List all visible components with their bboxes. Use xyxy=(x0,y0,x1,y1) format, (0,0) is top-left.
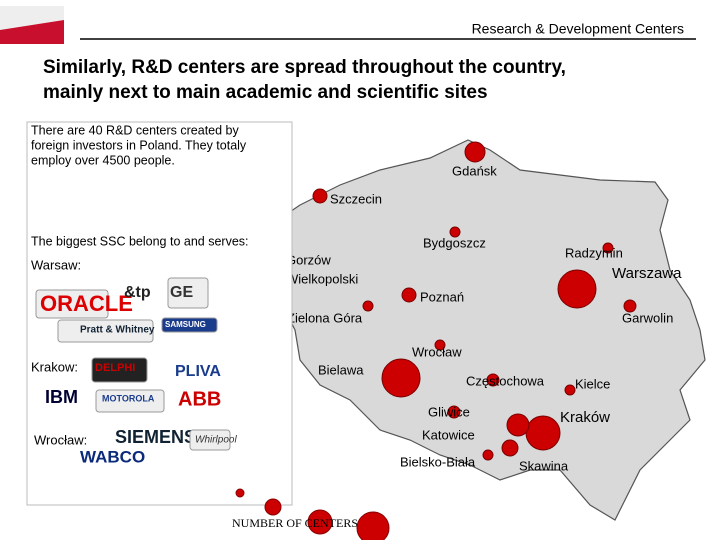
city-bubble xyxy=(602,242,614,254)
city-label: Kielce xyxy=(575,376,610,391)
flag-red xyxy=(0,20,64,44)
city-label: Szczecin xyxy=(330,191,382,206)
logo-box xyxy=(95,389,165,413)
company-logo: Pratt & Whitney xyxy=(80,325,155,336)
company-logo: SIEMENS xyxy=(115,427,196,447)
intro-text: employ over 4500 people. xyxy=(31,153,175,167)
legend-label: NUMBER OF CENTERS xyxy=(232,516,358,530)
company-logo: PLIVA xyxy=(175,363,221,380)
logo-box xyxy=(35,289,109,319)
company-logo: MOTOROLA xyxy=(102,393,155,403)
logo-box xyxy=(161,317,218,333)
city-label: Wielkopolski xyxy=(286,271,358,286)
company-logo: SAMSUNG xyxy=(165,320,206,329)
company-logo: &tp xyxy=(124,284,151,301)
city-bubble xyxy=(525,415,561,451)
city-bubble xyxy=(564,384,576,396)
intro-text: foreign investors in Poland. They totaly xyxy=(31,138,247,152)
city-label: Gliwice xyxy=(428,404,470,419)
city-label: Bydgoszcz xyxy=(423,235,486,250)
city-label: Poznań xyxy=(420,289,464,304)
headline: Similarly, R&D centers are spread throug… xyxy=(43,57,566,78)
headline: mainly next to main academic and scienti… xyxy=(43,82,488,103)
city-label: Bielawa xyxy=(318,362,364,377)
city-label: Katowice xyxy=(422,427,475,442)
city-bubble xyxy=(623,299,637,313)
company-logo: ORACLE xyxy=(40,291,133,316)
group-city: Krakow: xyxy=(31,359,78,374)
group-city: Wrocław: xyxy=(34,432,87,447)
city-bubble xyxy=(362,300,374,312)
city-label: Skawina xyxy=(519,458,569,473)
logo-box xyxy=(189,429,231,451)
flag xyxy=(0,6,64,44)
legend-bubble xyxy=(264,498,282,516)
header-title: Research & Development Centers xyxy=(472,21,684,37)
legend-bubble xyxy=(235,488,245,498)
city-bubble xyxy=(464,141,486,163)
city-label: Gorzów xyxy=(286,252,331,267)
city-label: Radzymin xyxy=(565,245,623,260)
company-logo: WABCO xyxy=(80,447,145,466)
company-logo: DELPHI xyxy=(95,362,135,374)
city-bubble xyxy=(449,226,461,238)
logo-box xyxy=(57,319,154,343)
company-logo: ABB xyxy=(178,388,221,410)
city-bubble xyxy=(486,373,500,387)
company-logo: GE xyxy=(170,284,193,301)
logo-box xyxy=(91,357,148,383)
city-bubble xyxy=(434,339,446,351)
city-bubble xyxy=(501,439,519,457)
city-bubble xyxy=(506,413,530,437)
city-bubble xyxy=(447,405,461,419)
intro-text: There are 40 R&D centers created by xyxy=(31,123,239,137)
company-logo: Whirlpool xyxy=(195,435,237,446)
city-bubble xyxy=(401,287,417,303)
map-poland xyxy=(269,139,706,521)
city-bubble xyxy=(482,449,494,461)
city-label: Gdańsk xyxy=(452,163,497,178)
city-label: Warszawa xyxy=(612,265,682,282)
group-city: Warsaw: xyxy=(31,257,81,272)
legend-bubble xyxy=(356,511,390,540)
city-bubble xyxy=(381,358,421,398)
ssc-heading: The biggest SSC belong to and serves: xyxy=(31,234,249,248)
city-bubble xyxy=(312,188,328,204)
company-logo: IBM xyxy=(45,387,78,407)
city-label: Zielona Góra xyxy=(287,310,363,325)
city-label: Bielsko-Biała xyxy=(400,454,476,469)
city-bubble xyxy=(557,269,597,309)
logo-box xyxy=(167,277,209,309)
legend-bubble xyxy=(307,509,333,535)
city-label: Wrocław xyxy=(412,344,462,359)
city-label: Częstochowa xyxy=(466,373,545,388)
city-label: Garwolin xyxy=(622,310,673,325)
city-label: Kraków xyxy=(560,409,610,426)
